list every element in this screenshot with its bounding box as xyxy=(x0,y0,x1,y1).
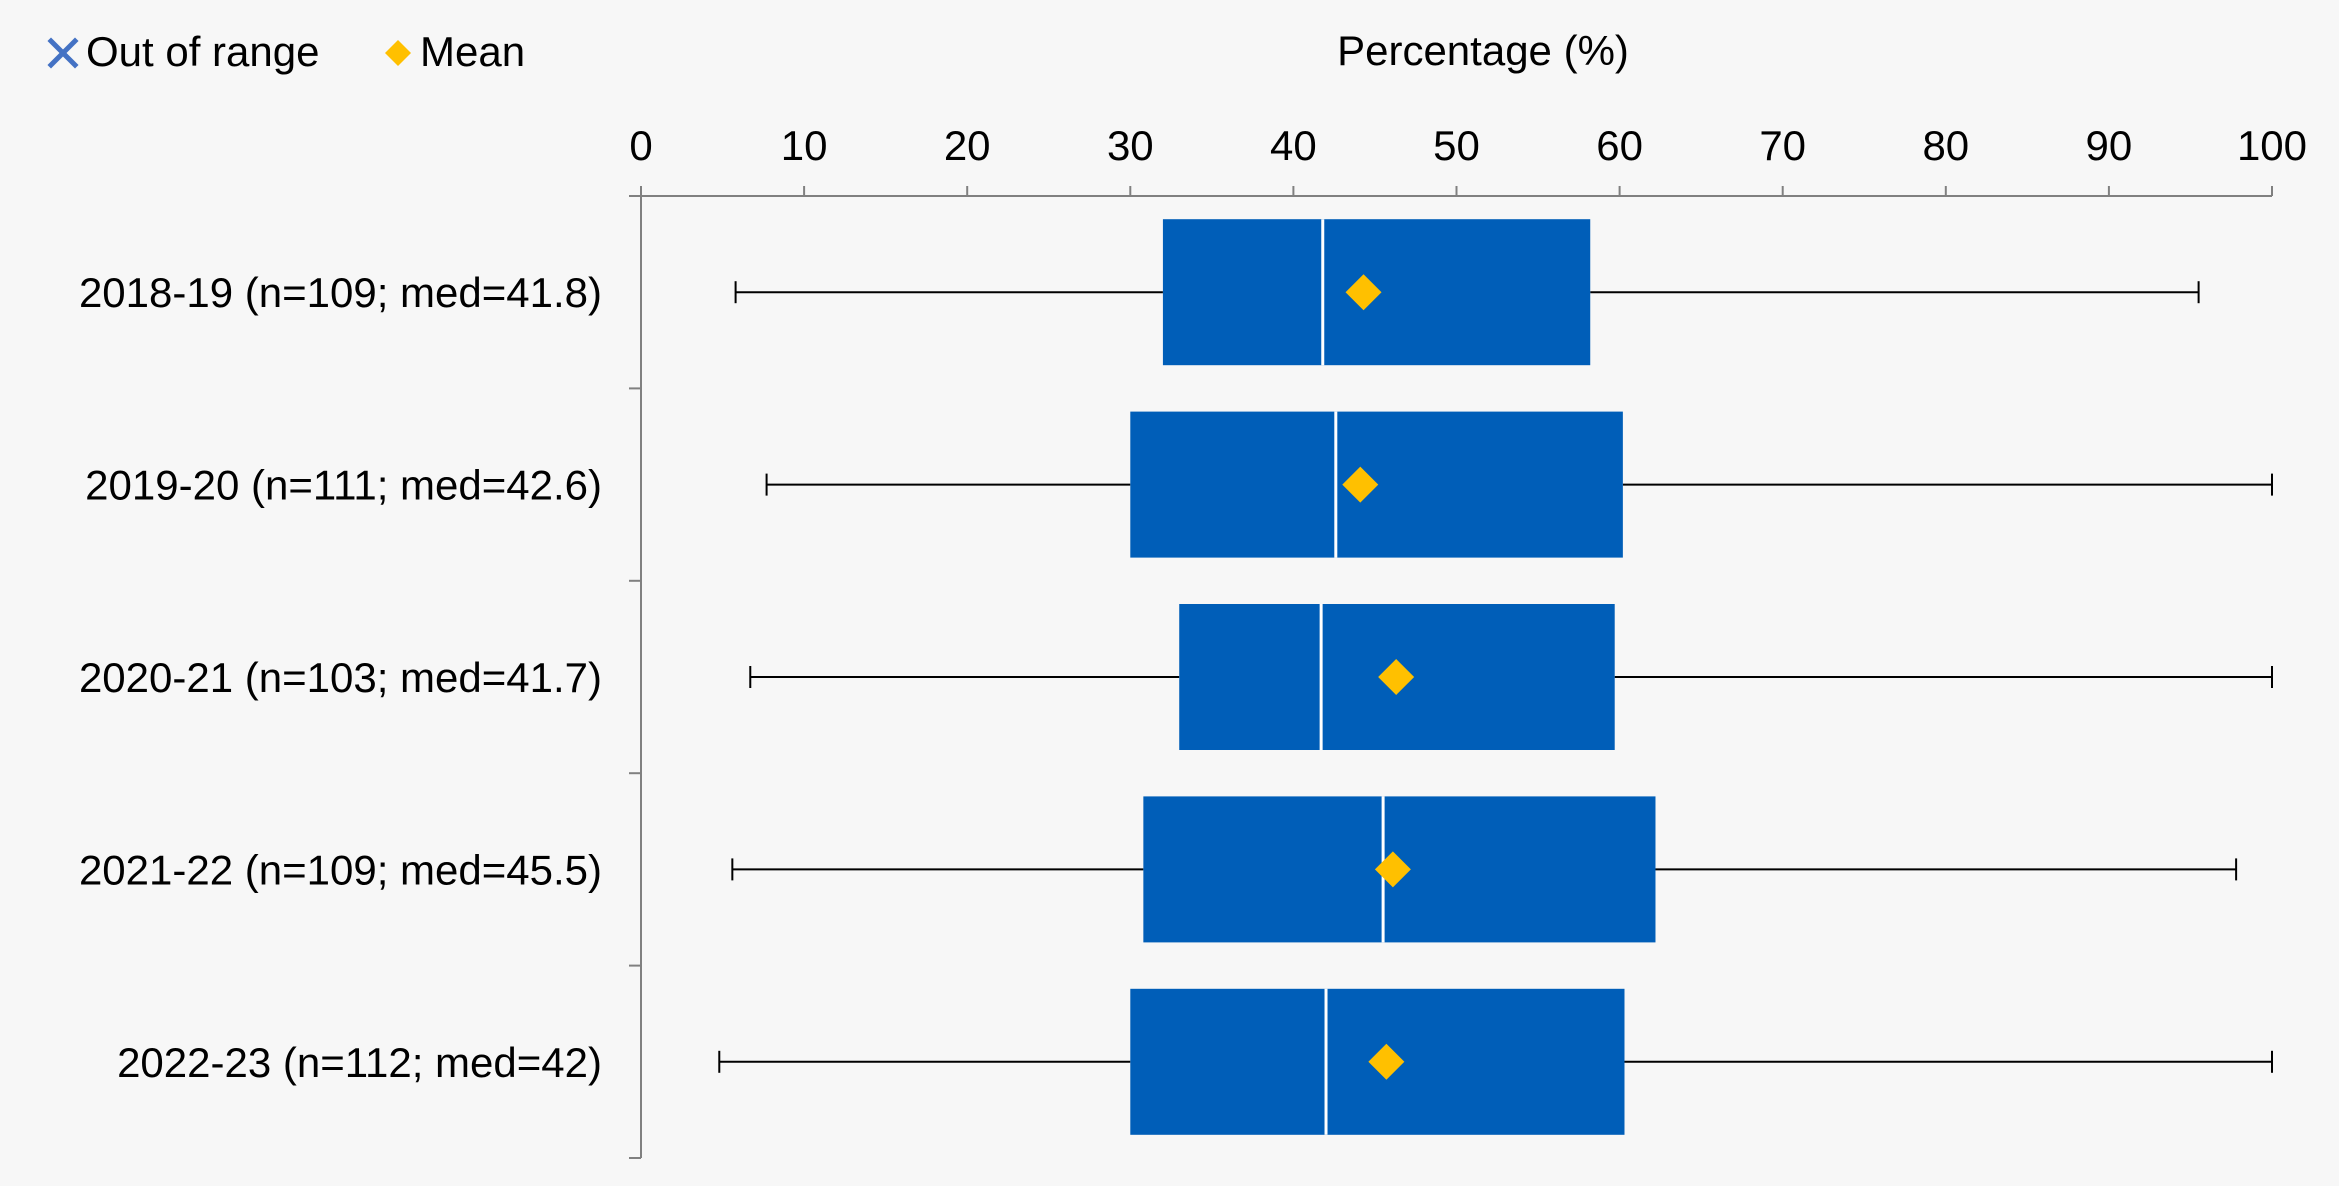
x-tick-labels: 0 10 20 30 40 50 60 70 80 90 100 xyxy=(629,122,2307,169)
box-group xyxy=(718,988,2273,1135)
mean-marker xyxy=(1345,274,1382,311)
category-label: 2021-22 (n=109; med=45.5) xyxy=(79,846,602,893)
x-tick-label: 40 xyxy=(1270,122,1317,169)
x-tick-label: 30 xyxy=(1107,122,1154,169)
category-label: 2022-23 (n=112; med=42) xyxy=(117,1039,602,1086)
box-group xyxy=(749,604,2273,750)
plot-area xyxy=(718,219,2273,1135)
x-tick-label: 70 xyxy=(1759,122,1806,169)
box-group xyxy=(731,796,2238,943)
category-label: 2020-21 (n=103; med=41.7) xyxy=(79,654,602,701)
mean-marker xyxy=(1342,466,1379,503)
box-group xyxy=(734,219,2200,366)
legend-label-out-of-range: Out of range xyxy=(86,28,319,75)
legend-item-out-of-range: Out of range xyxy=(47,28,319,75)
x-tick-label: 20 xyxy=(944,122,991,169)
mean-marker xyxy=(1378,659,1415,695)
x-tick-label: 80 xyxy=(1922,122,1969,169)
x-tick-label: 0 xyxy=(629,122,652,169)
mean-marker xyxy=(1368,1043,1405,1080)
x-tick-label: 10 xyxy=(781,122,828,169)
x-axis-title: Percentage (%) xyxy=(1337,27,1629,74)
x-tick-label: 50 xyxy=(1433,122,1480,169)
legend-label-mean: Mean xyxy=(420,28,525,75)
x-tick-label: 100 xyxy=(2237,122,2307,169)
legend-item-mean: Mean xyxy=(385,28,525,75)
x-tick-label: 60 xyxy=(1596,122,1643,169)
mean-marker xyxy=(1374,851,1411,888)
box-group xyxy=(765,411,2273,558)
x-tick-label: 90 xyxy=(2086,122,2133,169)
legend: Out of range Mean xyxy=(47,28,525,75)
category-label: 2019-20 (n=111; med=42.6) xyxy=(85,462,602,509)
category-label: 2018-19 (n=109; med=41.8) xyxy=(79,269,602,316)
diamond-icon xyxy=(385,40,411,66)
x-icon xyxy=(47,37,79,69)
category-labels: 2018-19 (n=109; med=41.8) 2019-20 (n=111;… xyxy=(79,269,602,1086)
axes xyxy=(629,186,2273,1159)
